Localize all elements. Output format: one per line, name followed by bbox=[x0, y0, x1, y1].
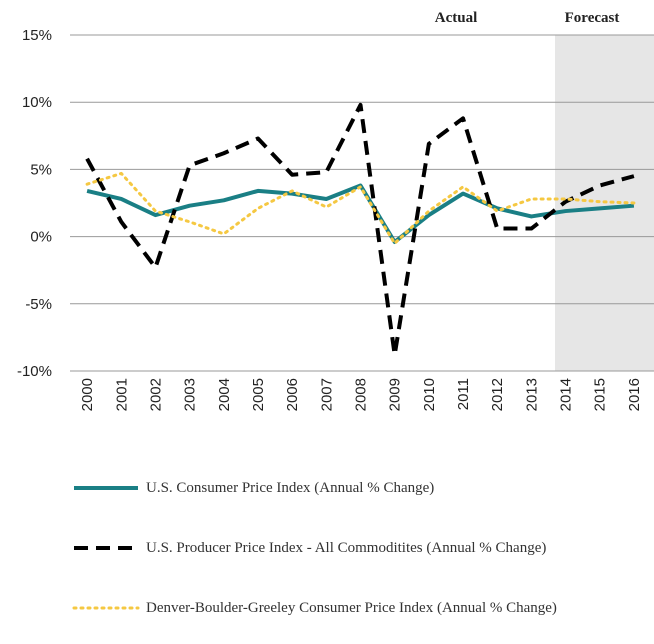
y-tick-label: 15% bbox=[22, 27, 52, 44]
x-tick-label: 2014 bbox=[558, 378, 575, 411]
legend-item: U.S. Consumer Price Index (Annual % Chan… bbox=[72, 478, 642, 498]
legend-label: U.S. Producer Price Index - All Commodit… bbox=[146, 540, 547, 556]
series-line bbox=[85, 171, 636, 245]
x-tick-label: 2005 bbox=[250, 378, 267, 411]
x-tick-label: 2016 bbox=[626, 378, 643, 411]
legend-swatch bbox=[72, 606, 140, 610]
y-tick-label: 5% bbox=[30, 161, 52, 178]
legend-swatch bbox=[74, 546, 138, 550]
x-tick-label: 2011 bbox=[455, 378, 472, 410]
series-line bbox=[85, 102, 635, 357]
x-tick-label: 2007 bbox=[318, 378, 335, 411]
legend-item: U.S. Producer Price Index - All Commodit… bbox=[72, 538, 642, 558]
x-tick-label: 2009 bbox=[387, 378, 404, 411]
annotation: Forecast bbox=[565, 10, 620, 26]
x-tick-label: 2002 bbox=[147, 378, 164, 411]
y-tick-label: 0% bbox=[30, 229, 52, 246]
x-tick-label: 2006 bbox=[284, 378, 301, 411]
x-tick-label: 2015 bbox=[592, 378, 609, 411]
x-tick-label: 2010 bbox=[421, 378, 438, 411]
x-tick-label: 2000 bbox=[79, 378, 96, 411]
y-tick-label: -10% bbox=[17, 363, 52, 380]
annotation: Actual bbox=[435, 10, 478, 26]
x-tick-label: 2004 bbox=[216, 378, 233, 411]
legend-label: Denver-Boulder-Greeley Consumer Price In… bbox=[146, 600, 557, 616]
chart: Actual Forecast -10% -5% 0% 5% 10% 15% 2000 200… bbox=[17, 10, 654, 411]
y-tick-label: -5% bbox=[25, 296, 52, 313]
x-tick-label: 2012 bbox=[489, 378, 506, 411]
y-tick-label: 10% bbox=[22, 94, 52, 111]
x-tick-label: 2013 bbox=[523, 378, 540, 411]
x-tick-label: 2001 bbox=[113, 378, 130, 411]
legend-label: U.S. Consumer Price Index (Annual % Chan… bbox=[146, 480, 435, 496]
legend-swatch bbox=[74, 486, 138, 490]
legend-item: Denver-Boulder-Greeley Consumer Price In… bbox=[72, 598, 642, 618]
x-tick-label: 2008 bbox=[353, 378, 370, 411]
x-tick-label: 2003 bbox=[182, 378, 199, 411]
